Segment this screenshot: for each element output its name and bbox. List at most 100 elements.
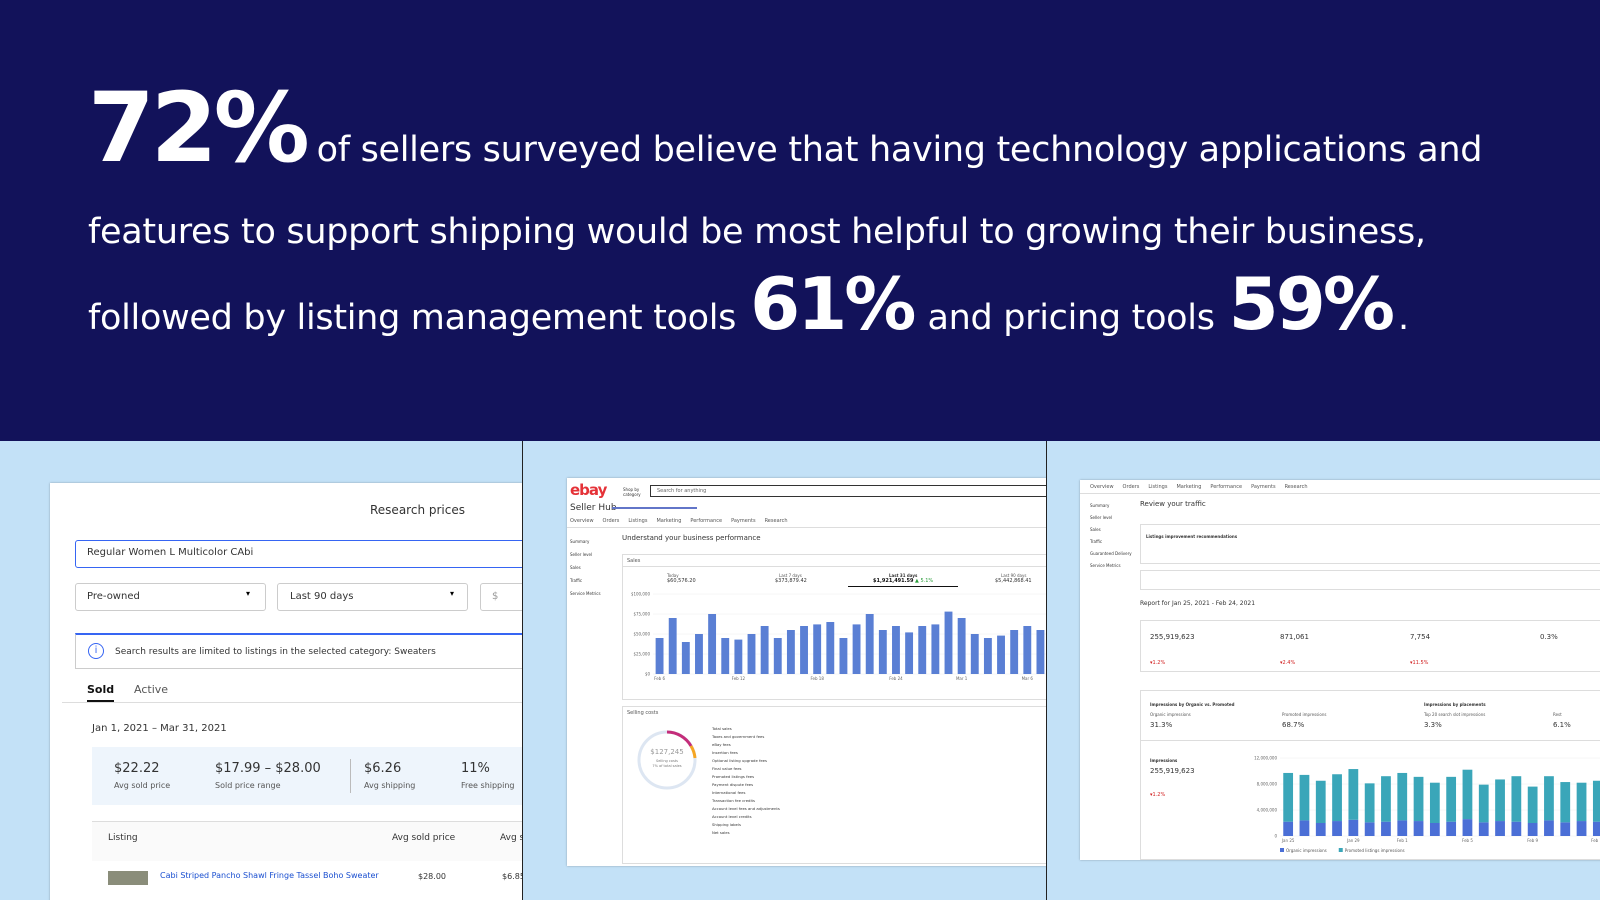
x-tick-label: Mar 1 <box>956 676 968 681</box>
filter-text: Pre-owned <box>87 591 140 602</box>
change-value: 11.5% <box>1412 660 1429 666</box>
y-tick-label: $100,000 <box>631 591 651 596</box>
section-label: Selling costs <box>627 710 659 716</box>
change-value: 1.2% <box>1152 660 1166 666</box>
x-tick-label: Feb 5 <box>1462 838 1473 843</box>
bar <box>1023 626 1032 674</box>
bar-segment <box>1511 776 1522 822</box>
nav-item: Performance <box>690 518 723 524</box>
bar-segment <box>1332 774 1342 822</box>
cost-item: Transaction fee credits <box>712 798 755 803</box>
divider <box>1080 493 1600 494</box>
stat-value: $22.22 <box>114 761 160 776</box>
price-input[interactable] <box>480 583 522 611</box>
metric-value: 6.1% <box>1553 721 1571 729</box>
stat-value: 11% <box>461 761 490 776</box>
panel: ebay Shop by category Search for anythin… <box>523 441 1046 900</box>
table-header <box>92 821 522 861</box>
dropdown[interactable] <box>75 583 266 611</box>
metric-value: 68.7% <box>1282 721 1305 729</box>
section-title: Impressions <box>1150 758 1178 763</box>
headline-text: followed by listing management tools <box>88 298 737 338</box>
bar-segment <box>1511 821 1522 836</box>
bar <box>681 642 690 674</box>
listing-link[interactable]: Cabi Striped Pancho Shawl Fringe Tassel … <box>160 871 379 880</box>
date-box <box>1140 570 1600 590</box>
divider <box>622 566 1046 567</box>
impressions-chart: 0 4,000,000 8,000,000 12,000,000 Jan 25 Jan 2… <box>1254 755 1600 853</box>
dropdown[interactable] <box>277 583 468 611</box>
panel: Overview Orders Listings Marketing Performan… <box>1047 441 1600 900</box>
cost-item: International fees <box>712 790 746 795</box>
section-title: Impressions by placements <box>1424 702 1486 707</box>
metric-value: 31.3% <box>1150 721 1173 729</box>
hub-title: Seller Hub <box>570 503 617 513</box>
bar <box>721 638 730 674</box>
y-tick-label: 8,000,000 <box>1257 781 1278 786</box>
headline-text: . <box>1398 298 1409 338</box>
cost-item: Net sales <box>712 830 730 835</box>
bar <box>1036 630 1045 674</box>
bar-segment <box>1446 821 1457 836</box>
period-value: $1,921,491.59 <box>873 578 914 584</box>
bar-segment <box>1381 821 1391 836</box>
bar-segment <box>1413 821 1424 836</box>
bar <box>852 624 861 674</box>
shop-menu[interactable]: Shop by category <box>623 487 641 497</box>
stat: 72% <box>88 72 310 184</box>
nav-item: Payments <box>731 518 756 524</box>
metric-change: ▾2.4% <box>1280 660 1296 666</box>
page-title: Review your traffic <box>1140 500 1206 508</box>
nav-item: Listings <box>1148 484 1168 490</box>
search-box[interactable] <box>75 540 522 568</box>
metrics-box <box>1140 620 1600 672</box>
legend-label: Promoted listings impressions <box>1345 848 1405 853</box>
legend-swatch <box>1280 848 1284 852</box>
cost-item: eBay fees <box>712 742 731 747</box>
cost-item: Total sales <box>712 726 732 731</box>
change: ▲ 5.1% <box>915 578 934 584</box>
separator <box>1046 441 1047 900</box>
bar-segment <box>1348 769 1359 820</box>
bar-segment <box>1478 784 1489 823</box>
page-title: Research prices <box>370 503 465 517</box>
donut <box>637 730 697 790</box>
legend-swatch <box>1338 848 1343 852</box>
divider <box>567 527 1046 528</box>
section-label: Sales <box>627 558 641 564</box>
bar <box>970 634 979 674</box>
notice-box <box>75 633 522 669</box>
bar-segment <box>1429 823 1440 836</box>
tab[interactable]: Active <box>134 683 169 696</box>
separator <box>522 441 523 900</box>
y-tick-label: $25,000 <box>633 651 650 656</box>
y-tick-label: 4,000,000 <box>1257 807 1278 812</box>
bar <box>655 638 664 674</box>
side-item: Traffic <box>1090 539 1103 544</box>
nav-item: Overview <box>1090 484 1114 490</box>
change-value: 5.1% <box>920 578 934 584</box>
cost-item: Shipping labels <box>712 822 741 827</box>
x-tick-label: Feb 12 <box>732 676 746 681</box>
legend-label: Organic impressions <box>1286 848 1327 853</box>
bar-segment <box>1527 786 1538 823</box>
bar <box>826 622 835 674</box>
stat-label: Sold price range <box>215 781 281 790</box>
nav-item: Listings <box>628 518 648 524</box>
bar-segment <box>1364 822 1375 836</box>
tab[interactable]: Sold <box>87 683 115 702</box>
search-box[interactable] <box>650 485 1046 497</box>
column-header: Avg sold price <box>392 833 456 843</box>
metric-value: 7,754 <box>1410 633 1431 641</box>
metric-label: Organic impressions <box>1150 712 1191 717</box>
x-tick-label: Feb 24 <box>889 676 903 681</box>
nav-item: Research <box>1284 484 1308 490</box>
cost-item: Optional listing upgrade fees <box>712 758 767 763</box>
bar-segment <box>1576 782 1587 822</box>
bar <box>997 635 1005 674</box>
cell: $6.85 <box>502 872 522 881</box>
caret: ▾ <box>450 589 455 598</box>
bar-segment <box>1527 823 1538 836</box>
period-label: Last 90 days <box>1001 573 1027 578</box>
